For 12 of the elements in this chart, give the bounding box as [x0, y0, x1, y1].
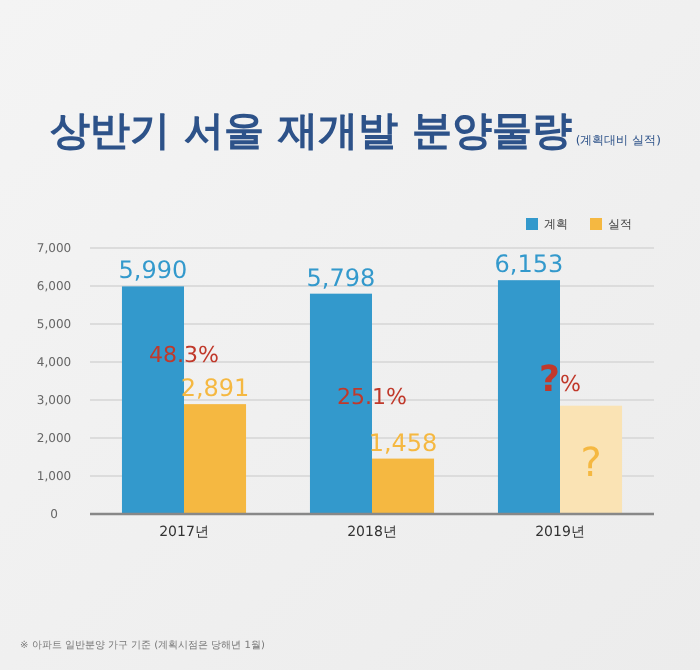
data-label: 6,153 — [494, 250, 564, 279]
chart-title: 상반기 서울 재개발 분양물량 — [50, 106, 572, 154]
bar — [372, 458, 435, 514]
data-label: 5,798 — [306, 263, 376, 292]
annotation: 48.3% — [149, 342, 219, 368]
bar — [184, 404, 247, 514]
bar — [497, 280, 560, 514]
data-label: ? — [580, 437, 602, 486]
annotation: ?% — [539, 358, 581, 401]
annotation: 25.1% — [337, 383, 407, 410]
bar — [560, 405, 623, 514]
data-label: 5,990 — [118, 256, 188, 285]
